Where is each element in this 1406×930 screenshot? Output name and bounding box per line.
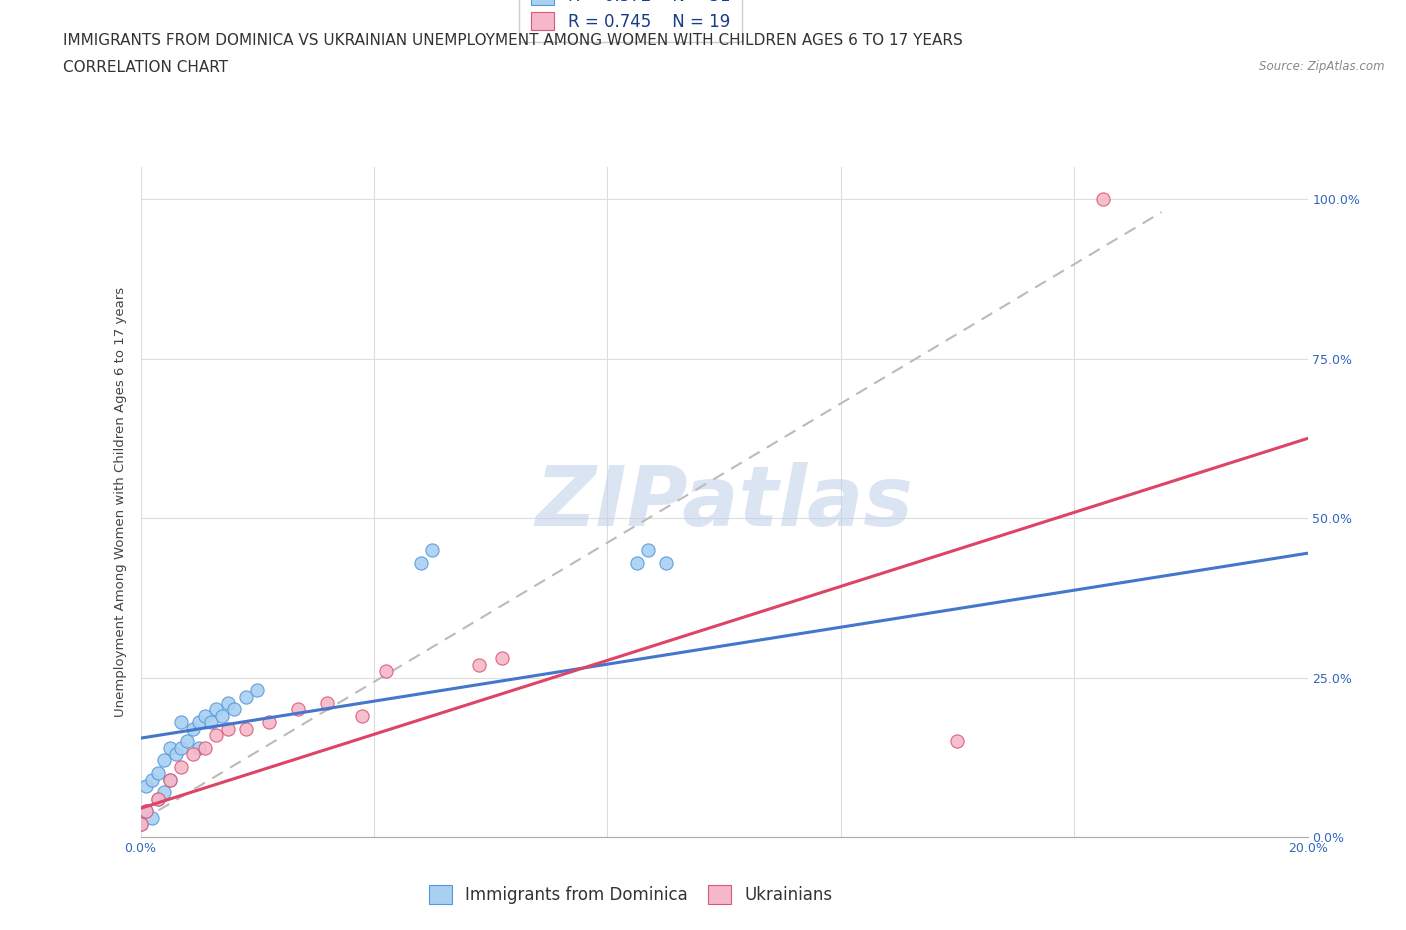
Point xyxy=(217,721,239,736)
Point xyxy=(246,683,269,698)
Point xyxy=(316,696,339,711)
Point xyxy=(217,696,239,711)
Point xyxy=(176,734,198,749)
Point xyxy=(165,747,187,762)
Point xyxy=(181,747,204,762)
Point xyxy=(153,785,176,800)
Point xyxy=(188,715,211,730)
Point xyxy=(637,542,659,557)
Text: ZIPatlas: ZIPatlas xyxy=(536,461,912,543)
Point xyxy=(211,709,233,724)
Point xyxy=(468,658,491,672)
Text: Source: ZipAtlas.com: Source: ZipAtlas.com xyxy=(1260,60,1385,73)
Point xyxy=(235,689,257,704)
Y-axis label: Unemployment Among Women with Children Ages 6 to 17 years: Unemployment Among Women with Children A… xyxy=(114,287,128,717)
Point xyxy=(170,715,193,730)
Point xyxy=(352,709,374,724)
Point xyxy=(626,555,648,570)
Point xyxy=(146,765,169,780)
Point xyxy=(170,760,193,775)
Point xyxy=(374,664,396,679)
Point xyxy=(257,715,280,730)
Point xyxy=(422,542,444,557)
Point xyxy=(194,740,217,755)
Point xyxy=(141,772,163,787)
Point xyxy=(287,702,309,717)
Point xyxy=(129,817,152,831)
Point xyxy=(135,778,157,793)
Point xyxy=(170,740,193,755)
Point xyxy=(194,709,217,724)
Point xyxy=(135,804,157,819)
Point xyxy=(200,715,222,730)
Point xyxy=(1092,192,1115,206)
Point xyxy=(491,651,513,666)
Point xyxy=(159,772,181,787)
Point xyxy=(159,740,181,755)
Point xyxy=(159,772,181,787)
Text: CORRELATION CHART: CORRELATION CHART xyxy=(63,60,228,75)
Point xyxy=(409,555,432,570)
Point xyxy=(135,804,157,819)
Point xyxy=(146,791,169,806)
Point xyxy=(153,753,176,768)
Point xyxy=(222,702,245,717)
Point xyxy=(655,555,678,570)
Point xyxy=(129,817,152,831)
Point xyxy=(141,810,163,825)
Point xyxy=(205,702,228,717)
Text: IMMIGRANTS FROM DOMINICA VS UKRAINIAN UNEMPLOYMENT AMONG WOMEN WITH CHILDREN AGE: IMMIGRANTS FROM DOMINICA VS UKRAINIAN UN… xyxy=(63,33,963,47)
Point xyxy=(946,734,969,749)
Point xyxy=(181,721,204,736)
Point xyxy=(188,740,211,755)
Point xyxy=(146,791,169,806)
Point xyxy=(235,721,257,736)
Legend: Immigrants from Dominica, Ukrainians: Immigrants from Dominica, Ukrainians xyxy=(418,873,845,916)
Point xyxy=(205,727,228,742)
